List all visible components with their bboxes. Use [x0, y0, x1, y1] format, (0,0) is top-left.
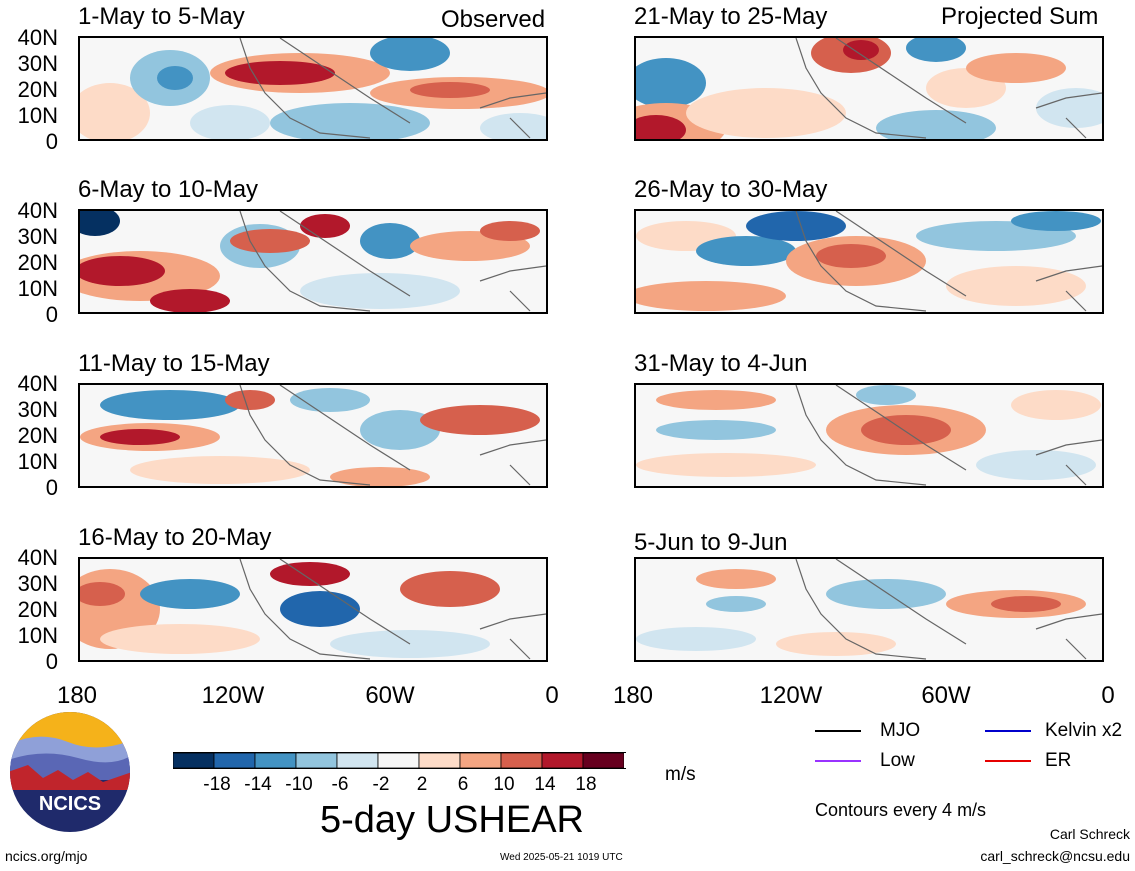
colorbar-tick: -6 [331, 774, 349, 795]
shear-field [80, 38, 546, 139]
colorbar-tick: -18 [203, 774, 231, 795]
lat-label: 20N [17, 77, 58, 102]
lon-label: 180 [56, 682, 98, 709]
observed-label: Observed [441, 6, 546, 33]
map-panel-7 [78, 557, 548, 662]
colorbar-tick: -10 [285, 774, 313, 795]
panel-title-8: 5-Jun to 9-Jun [634, 529, 788, 556]
footer-author: Carl Schreck [1049, 826, 1130, 842]
lat-label: 40N [17, 25, 58, 50]
legend-line-low [815, 760, 861, 762]
shear-field [80, 211, 546, 312]
lat-label: 20N [17, 250, 58, 275]
logo-text: NCICS [39, 793, 101, 815]
panel-title-5: 11-May to 15-May [78, 350, 270, 377]
lat-label: 0 [45, 649, 58, 674]
colorbar-tick: -2 [372, 774, 390, 795]
shear-field [636, 559, 1102, 660]
panel-title-1: 1-May to 5-May [78, 3, 245, 30]
contour-note: Contours every 4 m/s [815, 800, 987, 820]
ncics-logo: NCICS [8, 710, 132, 834]
colorbar-units: m/s [665, 764, 696, 785]
colorbar-swatch [213, 752, 256, 769]
lat-label: 20N [17, 597, 58, 622]
colorbar-tick: 2 [416, 774, 428, 795]
panel-title-7: 16-May to 20-May [78, 524, 272, 551]
lon-label: 60W [365, 682, 415, 709]
lon-label: 120W [201, 682, 265, 709]
panel-title-3: 6-May to 10-May [78, 176, 259, 203]
lat-label: 0 [45, 302, 58, 327]
legend-line-er [985, 760, 1031, 762]
legend-label-er: ER [1045, 750, 1072, 771]
colorbar-tick: 6 [457, 774, 469, 795]
map-panel-2 [634, 36, 1104, 141]
legend-label-mjo: MJO [880, 720, 921, 741]
lat-label: 10N [17, 623, 58, 648]
main-title: 5-day USHEAR [320, 799, 584, 841]
shear-field [636, 211, 1102, 312]
lat-label: 40N [17, 371, 58, 396]
colorbar-swatch [295, 752, 338, 769]
colorbar-swatch [377, 752, 420, 769]
colorbar-tick: 10 [493, 774, 515, 795]
legend-line-kelvin [985, 730, 1031, 732]
lat-label: 30N [17, 224, 58, 249]
lat-label: 10N [17, 276, 58, 301]
colorbar-tick: -14 [244, 774, 272, 795]
footer-url[interactable]: ncics.org/mjo [5, 848, 88, 864]
lon-label: 120W [759, 682, 823, 709]
lat-label: 0 [45, 129, 58, 154]
colorbar-swatch [418, 752, 461, 769]
lat-label: 20N [17, 423, 58, 448]
map-panel-1 [78, 36, 548, 141]
map-panel-8 [634, 557, 1104, 662]
colorbar [172, 752, 626, 769]
lon-label: 60W [921, 682, 971, 709]
lat-label: 30N [17, 51, 58, 76]
panel-title-6: 31-May to 4-Jun [634, 350, 808, 377]
footer-email[interactable]: carl_schreck@ncsu.edu [980, 848, 1130, 864]
lon-label: 0 [545, 682, 559, 709]
legend-line-mjo [815, 730, 861, 732]
panel-title-4: 26-May to 30-May [634, 176, 828, 203]
lon-label: 180 [612, 682, 654, 709]
colorbar-swatch [500, 752, 543, 769]
legend-label-low: Low [880, 750, 915, 771]
lat-label: 10N [17, 103, 58, 128]
projected-sum-label: Projected Sum [941, 3, 1099, 30]
lat-label: 10N [17, 449, 58, 474]
shear-field [636, 38, 1102, 139]
colorbar-tick: 14 [534, 774, 556, 795]
colorbar-swatch [541, 752, 584, 769]
colorbar-swatch [459, 752, 502, 769]
map-panel-4 [634, 209, 1104, 314]
lat-label: 0 [45, 475, 58, 500]
lat-label: 40N [17, 545, 58, 570]
shear-field [80, 385, 546, 486]
footer-timestamp: Wed 2025-05-21 1019 UTC [500, 852, 623, 863]
colorbar-swatch [172, 752, 215, 769]
map-panel-3 [78, 209, 548, 314]
lat-label: 30N [17, 397, 58, 422]
colorbar-swatch [336, 752, 379, 769]
legend-label-kelvin: Kelvin x2 [1045, 720, 1123, 741]
shear-field [636, 385, 1102, 486]
lon-label: 0 [1101, 682, 1115, 709]
shear-field [80, 559, 546, 660]
panel-title-2: 21-May to 25-May [634, 3, 828, 30]
colorbar-tick: 18 [575, 774, 597, 795]
map-panel-5 [78, 383, 548, 488]
map-panel-6 [634, 383, 1104, 488]
colorbar-swatch [582, 752, 625, 769]
lat-label: 30N [17, 571, 58, 596]
lat-label: 40N [17, 198, 58, 223]
colorbar-swatch [254, 752, 297, 769]
